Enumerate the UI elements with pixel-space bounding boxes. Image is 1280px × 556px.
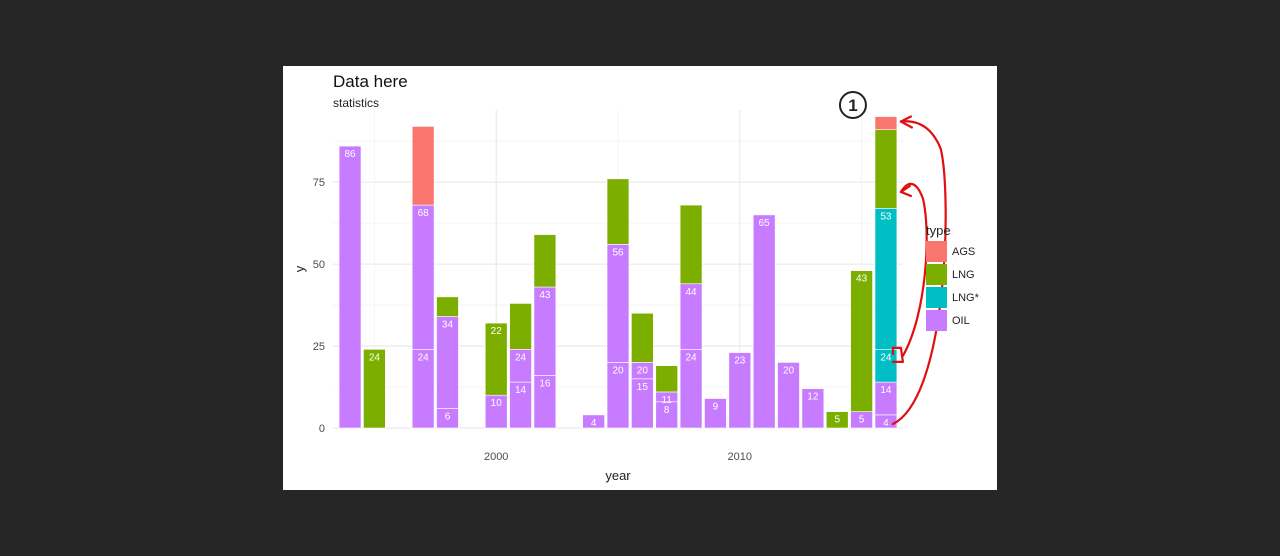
- chart-subtitle: statistics: [333, 96, 380, 110]
- chart-title: Data here: [333, 72, 408, 91]
- bar-segment: [484, 322, 508, 396]
- bar-segment: [850, 270, 873, 412]
- bar-segment: [801, 388, 825, 429]
- data-label: 5: [834, 415, 840, 426]
- data-label: 68: [418, 208, 430, 219]
- legend-item: LNG: [926, 263, 979, 286]
- bar-segment: [411, 204, 435, 350]
- data-label: 44: [686, 287, 698, 298]
- legend-item: LNG*: [926, 286, 979, 309]
- data-label: 20: [637, 365, 649, 376]
- bar-segment: [704, 398, 727, 429]
- bar-segment: [509, 303, 532, 350]
- bar-segment: [679, 204, 703, 285]
- data-label: 24: [515, 352, 527, 363]
- bar-segment: [436, 296, 459, 317]
- x-axis-title: year: [605, 468, 631, 483]
- data-label: 24: [880, 352, 892, 363]
- data-label: 53: [880, 211, 892, 222]
- bar-segment: [728, 352, 752, 429]
- callout-number: 1: [848, 96, 857, 115]
- bar-segment: [874, 116, 898, 130]
- bar-segment: [411, 126, 435, 206]
- data-label: 56: [612, 247, 624, 258]
- bar-segment: [655, 365, 678, 393]
- data-label: 16: [539, 379, 551, 390]
- data-label: 23: [734, 356, 746, 367]
- data-label: 4: [591, 418, 597, 429]
- bar-segment: [582, 414, 605, 429]
- annotation-arrowhead: [899, 184, 913, 198]
- data-label: 12: [807, 392, 819, 403]
- x-tick-label: 2010: [728, 451, 752, 463]
- data-label: 8: [664, 405, 670, 416]
- data-label: 65: [759, 218, 771, 229]
- data-label: 14: [880, 385, 892, 396]
- x-tick-label: 2000: [484, 451, 508, 463]
- data-label: 22: [491, 326, 503, 337]
- legend-label: LNG*: [952, 291, 979, 304]
- legend-key: [926, 264, 947, 285]
- data-label: 11: [662, 395, 673, 406]
- bar-segment: [631, 312, 654, 363]
- data-label: 43: [856, 274, 868, 285]
- annotation-arrow-short: [891, 182, 928, 363]
- bar-segment: [606, 178, 630, 245]
- data-label: 6: [445, 411, 451, 422]
- legend-label: AGS: [952, 245, 976, 258]
- data-label: 4: [883, 418, 889, 429]
- y-tick-label: 25: [313, 341, 325, 353]
- chart-panel: Data here statistics 0 25 50 75 2000 2010 year…: [283, 66, 997, 490]
- data-label: 15: [637, 382, 649, 393]
- data-label: 24: [418, 352, 430, 363]
- y-axis-title: y: [292, 265, 307, 272]
- bar-segment: [874, 208, 898, 350]
- legend-label: LNG: [952, 268, 975, 281]
- legend-key: [926, 287, 947, 308]
- annotation-arrowhead: [899, 115, 914, 129]
- legend-label: OIL: [952, 314, 970, 327]
- bar-segment: [752, 214, 776, 429]
- data-label: 34: [442, 320, 454, 331]
- legend: type AGS LNG LNG* OIL: [926, 223, 979, 332]
- legend-item: OIL: [926, 309, 979, 332]
- legend-key: [926, 241, 947, 262]
- y-tick-label: 0: [319, 423, 325, 435]
- bar-segment: [363, 349, 386, 429]
- data-label: 14: [515, 385, 527, 396]
- data-label: 20: [783, 365, 795, 376]
- y-tick-label: 75: [313, 177, 325, 189]
- data-label: 24: [686, 352, 698, 363]
- callout-circle: [838, 91, 867, 119]
- bar-segment: [606, 244, 630, 363]
- legend-item: AGS: [926, 240, 979, 263]
- data-label: 24: [369, 352, 381, 363]
- data-label: 43: [539, 290, 551, 301]
- annotation-arrow-long: [891, 120, 947, 426]
- legend-key: [926, 310, 947, 331]
- data-label: 20: [612, 365, 624, 376]
- bar-segment: [777, 362, 800, 429]
- bar-segment: [338, 145, 362, 429]
- bar-segment: [874, 129, 898, 209]
- data-label: 9: [713, 401, 719, 412]
- legend-title: type: [926, 223, 951, 238]
- data-label: 86: [344, 149, 356, 160]
- data-label: 5: [859, 415, 865, 426]
- data-label: 10: [491, 398, 503, 409]
- bar-segment: [825, 411, 849, 429]
- y-tick-label: 50: [313, 259, 325, 271]
- bar-segment: [533, 234, 557, 288]
